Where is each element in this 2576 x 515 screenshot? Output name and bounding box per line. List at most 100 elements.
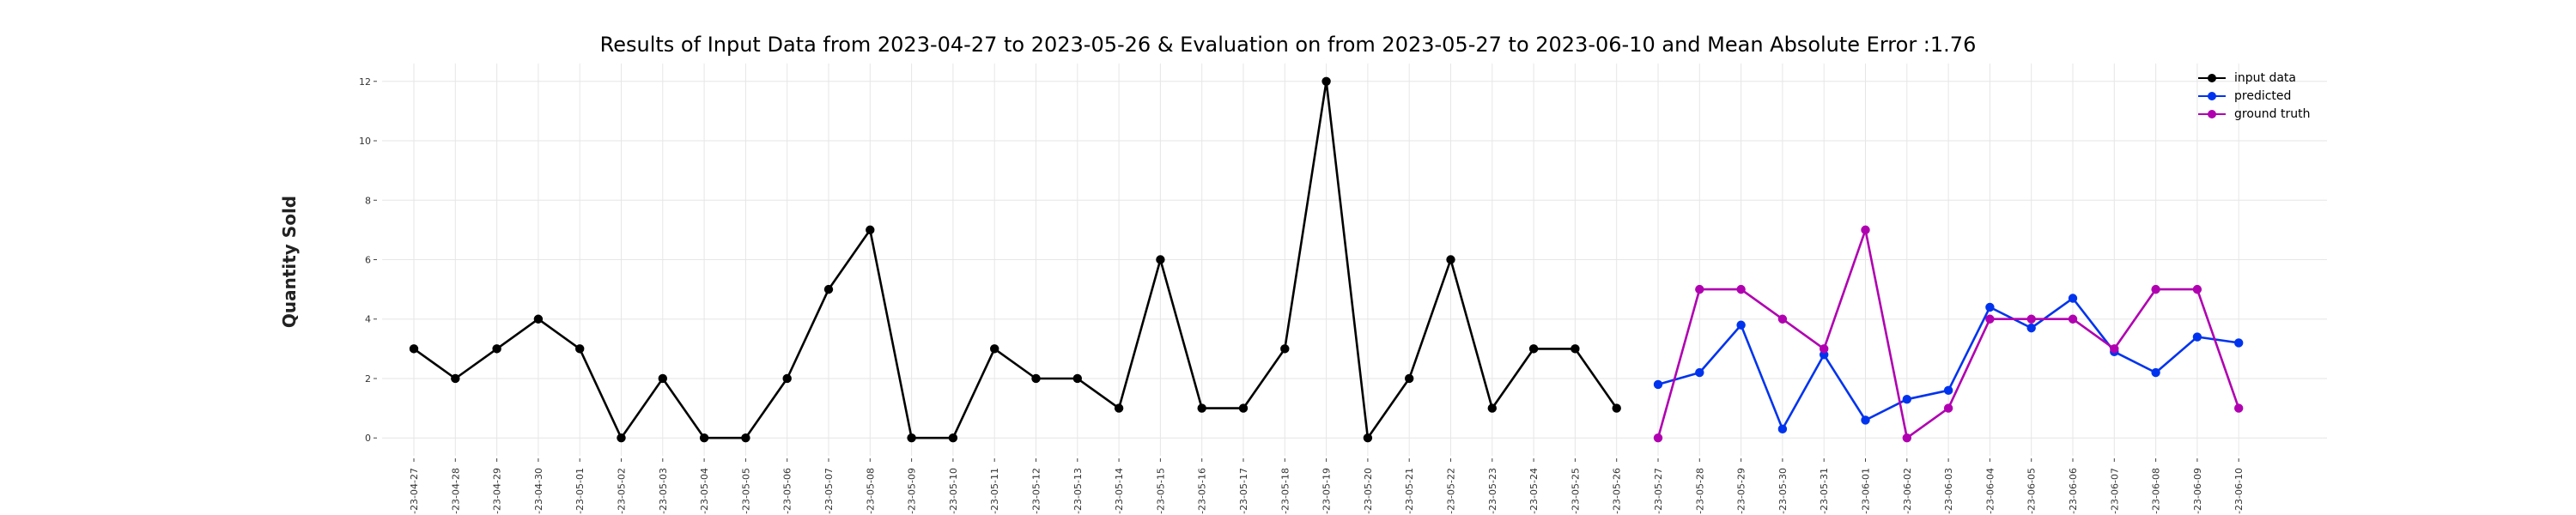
data-point-input-data (907, 433, 916, 443)
data-point-ground-truth (2026, 314, 2036, 324)
x-tick-label: -23-05-29 (1736, 468, 1747, 514)
series-line-input-data (413, 80, 1618, 439)
data-point-predicted (1695, 367, 1704, 378)
legend-swatch-predicted (2198, 90, 2226, 102)
data-point-predicted (2151, 367, 2160, 378)
data-point-predicted (2192, 332, 2202, 342)
x-tick-label: -23-05-21 (1404, 468, 1415, 514)
data-point-input-data (1528, 344, 1539, 354)
x-tick-label: -23-05-27 (1653, 468, 1664, 514)
chart-title: Results of Input Data from 2023-04-27 to… (599, 33, 1977, 57)
data-point-input-data (741, 433, 750, 443)
data-point-predicted (1943, 385, 1953, 396)
legend-item-ground-truth: ground truth (2198, 105, 2310, 123)
series-layer (409, 76, 2244, 443)
data-point-ground-truth (2151, 284, 2160, 294)
data-point-input-data (948, 433, 958, 443)
x-tick-label: -23-05-16 (1197, 468, 1208, 514)
y-tick-label: 8 (365, 195, 371, 206)
data-point-input-data (1156, 255, 1165, 264)
x-tick-label: -23-06-09 (2192, 468, 2203, 514)
x-tick-label: -23-04-30 (533, 468, 544, 514)
x-tick-label: -23-05-17 (1238, 468, 1249, 514)
data-point-ground-truth (1985, 314, 1995, 324)
data-point-input-data (1446, 255, 1455, 264)
data-point-input-data (1197, 403, 1206, 413)
data-point-input-data (1031, 373, 1041, 384)
data-point-predicted (1985, 302, 1995, 312)
data-point-ground-truth (1653, 433, 1663, 443)
data-point-ground-truth (1943, 403, 1953, 413)
x-tick-label: -23-05-08 (865, 468, 876, 514)
data-point-ground-truth (2192, 284, 2202, 294)
legend-item-predicted: predicted (2198, 87, 2310, 105)
legend-label-input-data: input data (2234, 70, 2296, 85)
x-tick-label: -23-05-20 (1363, 468, 1374, 514)
x-tick-label: -23-04-29 (492, 468, 503, 514)
x-tick-label: -23-05-06 (782, 468, 793, 514)
data-point-input-data (1487, 403, 1498, 413)
x-tick-label: -23-05-31 (1819, 468, 1830, 514)
x-tick-label: -23-06-05 (2026, 468, 2038, 514)
data-point-input-data (1405, 373, 1414, 384)
data-point-input-data (1238, 403, 1249, 413)
x-tick-label: -23-05-01 (574, 468, 586, 514)
data-point-input-data (990, 344, 999, 354)
legend-label-predicted: predicted (2234, 88, 2292, 103)
x-tick-label: -23-06-06 (2068, 468, 2079, 514)
legend: input data predicted ground truth (2198, 69, 2310, 123)
data-point-input-data (823, 284, 834, 294)
data-point-input-data (575, 344, 585, 354)
x-tick-label: -23-05-03 (658, 468, 669, 514)
data-point-predicted (2234, 338, 2244, 348)
data-point-input-data (1321, 76, 1331, 86)
data-point-input-data (1612, 403, 1621, 413)
data-point-input-data (409, 344, 419, 354)
data-point-input-data (533, 314, 544, 324)
grid-layer (382, 64, 2327, 456)
x-tick-label: -23-05-19 (1321, 468, 1333, 514)
data-point-input-data (451, 373, 460, 384)
legend-swatch-input-data (2198, 72, 2226, 84)
x-ticks: -23-04-27 -23-04-28 -23-04-29 -23-04-30 -23-… (409, 458, 2245, 514)
x-tick-label: -23-05-07 (823, 468, 835, 514)
data-point-input-data (866, 225, 875, 235)
data-point-predicted (1653, 379, 1663, 390)
data-point-input-data (492, 344, 501, 354)
x-tick-label: -23-05-15 (1155, 468, 1166, 514)
x-tick-label: -23-05-25 (1570, 468, 1581, 514)
data-point-ground-truth (1695, 284, 1704, 294)
data-point-input-data (1571, 344, 1580, 354)
data-point-predicted (1902, 395, 1911, 404)
x-tick-label: -23-05-24 (1528, 468, 1540, 514)
x-tick-label: -23-06-07 (2109, 468, 2120, 514)
x-tick-label: -23-06-04 (1984, 468, 1996, 514)
x-tick-label: -23-05-23 (1487, 468, 1498, 514)
x-tick-label: -23-06-03 (1943, 468, 1954, 514)
legend-label-ground-truth: ground truth (2234, 106, 2311, 121)
data-point-ground-truth (1777, 314, 1788, 324)
x-tick-label: -23-06-10 (2233, 468, 2245, 514)
data-point-input-data (1072, 373, 1083, 384)
y-tick-label: 4 (365, 314, 371, 325)
x-tick-label: -23-05-02 (617, 468, 628, 514)
x-tick-label: -23-05-28 (1694, 468, 1705, 514)
y-ticks: 0 2 4 6 8 10 12 (359, 76, 377, 444)
y-tick-label: 6 (365, 255, 371, 266)
data-point-predicted (2026, 323, 2036, 333)
x-tick-label: -23-05-10 (948, 468, 959, 514)
legend-swatch-ground-truth (2198, 108, 2226, 120)
x-tick-label: -23-05-26 (1612, 468, 1623, 514)
x-tick-label: -23-05-09 (907, 468, 918, 514)
x-tick-label: -23-05-13 (1072, 468, 1084, 514)
data-point-ground-truth (1820, 344, 1829, 354)
x-tick-label: -23-04-28 (450, 468, 461, 514)
legend-item-input-data: input data (2198, 69, 2310, 87)
x-tick-label: -23-05-14 (1114, 468, 1125, 514)
y-tick-label: 12 (359, 76, 371, 88)
x-tick-label: -23-05-18 (1279, 468, 1291, 514)
x-tick-label: -23-05-12 (1031, 468, 1042, 514)
data-point-predicted (1861, 415, 1870, 425)
data-point-input-data (1280, 344, 1290, 354)
